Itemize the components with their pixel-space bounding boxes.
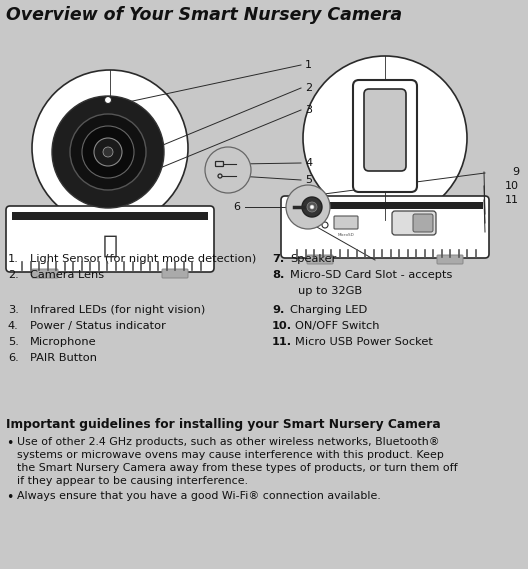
Text: 6.: 6.: [8, 353, 19, 363]
Text: 4: 4: [305, 158, 312, 168]
Text: •: •: [6, 437, 13, 450]
Text: systems or microwave ovens may cause interference with this product. Keep: systems or microwave ovens may cause int…: [17, 450, 444, 460]
Text: if they appear to be causing interference.: if they appear to be causing interferenc…: [17, 476, 248, 486]
Text: the Smart Nursery Camera away from these types of products, or turn them off: the Smart Nursery Camera away from these…: [17, 463, 458, 473]
Text: 1.: 1.: [8, 254, 19, 264]
Circle shape: [103, 147, 113, 157]
Circle shape: [307, 202, 317, 212]
Text: ON/OFF Switch: ON/OFF Switch: [295, 321, 380, 331]
Text: Microphone: Microphone: [30, 337, 97, 347]
Text: 9: 9: [512, 167, 519, 177]
FancyBboxPatch shape: [307, 255, 333, 264]
Circle shape: [94, 138, 122, 166]
Circle shape: [52, 96, 164, 208]
Text: Micro-SD Card Slot - accepts: Micro-SD Card Slot - accepts: [290, 270, 452, 280]
Text: Light Sensor (for night mode detection): Light Sensor (for night mode detection): [30, 254, 256, 264]
Text: 10: 10: [505, 181, 519, 191]
Circle shape: [32, 70, 188, 226]
FancyBboxPatch shape: [12, 212, 208, 220]
Text: 5.: 5.: [8, 337, 19, 347]
FancyBboxPatch shape: [334, 216, 358, 229]
Text: 2: 2: [305, 83, 312, 93]
FancyBboxPatch shape: [353, 80, 417, 192]
Text: 9.: 9.: [272, 305, 285, 315]
Text: 8.: 8.: [272, 270, 285, 280]
Text: 3: 3: [305, 105, 312, 115]
Text: Camera Lens: Camera Lens: [30, 270, 104, 280]
FancyBboxPatch shape: [287, 202, 483, 209]
Text: Important guidelines for installing your Smart Nursery Camera: Important guidelines for installing your…: [6, 418, 441, 431]
Circle shape: [205, 147, 251, 193]
Text: •: •: [6, 491, 13, 504]
FancyBboxPatch shape: [437, 255, 463, 264]
Circle shape: [310, 205, 314, 209]
Text: up to 32GB: up to 32GB: [298, 286, 362, 296]
Text: 8: 8: [305, 213, 312, 223]
Text: 1: 1: [305, 60, 312, 70]
Text: 10.: 10.: [272, 321, 292, 331]
Text: 11: 11: [505, 195, 519, 205]
Circle shape: [302, 197, 322, 217]
Text: MicroSD: MicroSD: [337, 233, 354, 237]
Text: Ⓜ: Ⓜ: [102, 234, 118, 258]
FancyBboxPatch shape: [413, 214, 433, 232]
Text: Always ensure that you have a good Wi-Fi® connection available.: Always ensure that you have a good Wi-Fi…: [17, 491, 381, 501]
Text: Micro USB Power Socket: Micro USB Power Socket: [295, 337, 433, 347]
Text: 3.: 3.: [8, 305, 19, 315]
Text: 11.: 11.: [272, 337, 292, 347]
Circle shape: [70, 114, 146, 190]
FancyBboxPatch shape: [162, 269, 188, 278]
FancyBboxPatch shape: [364, 89, 406, 171]
FancyBboxPatch shape: [281, 196, 489, 258]
Circle shape: [286, 185, 330, 229]
Text: Power / Status indicator: Power / Status indicator: [30, 321, 166, 331]
Text: PAIR Button: PAIR Button: [30, 353, 97, 363]
Text: Overview of Your Smart Nursery Camera: Overview of Your Smart Nursery Camera: [6, 6, 402, 24]
Circle shape: [82, 126, 134, 178]
Text: 7: 7: [305, 192, 312, 202]
Circle shape: [303, 56, 467, 220]
FancyBboxPatch shape: [32, 269, 58, 278]
Text: Speaker: Speaker: [290, 254, 336, 264]
Text: Infrared LEDs (for night vision): Infrared LEDs (for night vision): [30, 305, 205, 315]
Text: Charging LED: Charging LED: [290, 305, 367, 315]
Text: 6: 6: [233, 202, 240, 212]
Text: Use of other 2.4 GHz products, such as other wireless networks, Bluetooth®: Use of other 2.4 GHz products, such as o…: [17, 437, 440, 447]
FancyBboxPatch shape: [392, 211, 436, 235]
Text: 4.: 4.: [8, 321, 19, 331]
Text: 5: 5: [305, 175, 312, 185]
Text: 7.: 7.: [272, 254, 284, 264]
Circle shape: [105, 97, 111, 104]
FancyBboxPatch shape: [6, 206, 214, 272]
Text: 2.: 2.: [8, 270, 19, 280]
